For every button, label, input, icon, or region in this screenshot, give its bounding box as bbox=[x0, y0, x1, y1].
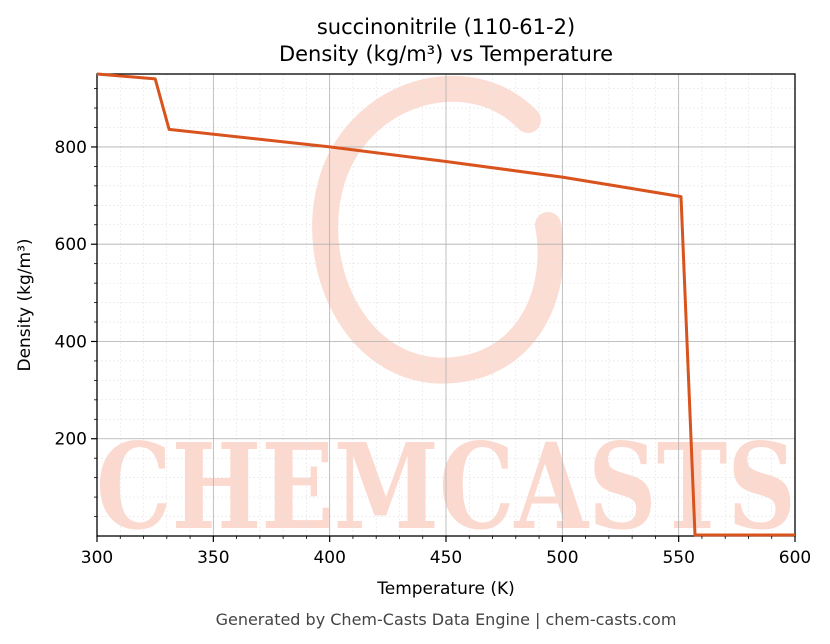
chart-title: succinonitrile (110-61-2) bbox=[317, 15, 575, 39]
chart-subtitle: Density (kg/m³) vs Temperature bbox=[279, 42, 613, 66]
y-tick-label: 800 bbox=[55, 138, 87, 158]
y-tick-label: 400 bbox=[55, 332, 87, 352]
series-group bbox=[96, 72, 795, 537]
x-axis-label: Temperature (K) bbox=[376, 579, 515, 599]
density-line bbox=[96, 72, 795, 537]
x-tick-label: 500 bbox=[546, 548, 578, 568]
footer-text: Generated by Chem-Casts Data Engine | ch… bbox=[216, 610, 677, 629]
y-tick-label: 200 bbox=[55, 430, 87, 450]
y-tick-label: 600 bbox=[55, 235, 87, 255]
x-tick-label: 300 bbox=[81, 548, 113, 568]
x-tick-label: 550 bbox=[662, 548, 694, 568]
x-tick-label: 400 bbox=[313, 548, 345, 568]
ticks-group: 300 350 400 450 500 550 600 200 400 600 800 bbox=[55, 88, 811, 568]
x-tick-label: 350 bbox=[197, 548, 229, 568]
x-tick-label: 450 bbox=[430, 548, 462, 568]
x-tick-label: 600 bbox=[779, 548, 811, 568]
y-axis-label: Density (kg/m³) bbox=[15, 238, 35, 371]
